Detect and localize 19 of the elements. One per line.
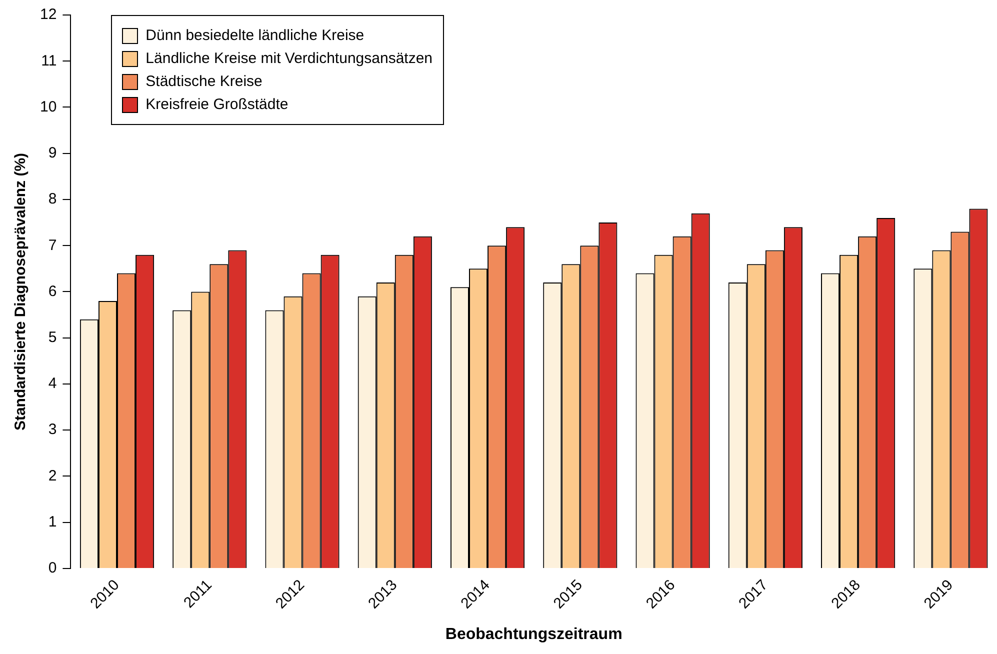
y-tick-label: 6 [48, 282, 57, 300]
y-tick-label: 5 [48, 329, 57, 346]
y-tick-label: 8 [48, 190, 57, 208]
y-tick-label: 11 [41, 52, 57, 70]
y-tick-label: 4 [48, 375, 57, 392]
y-tick-label: 7 [48, 236, 57, 254]
legend-label: Ländliche Kreise mit Verdichtungsansätzen [146, 49, 433, 69]
y-axis-title: Standardisierte Diagnoseprävalenz (%) [12, 152, 30, 431]
y-tick-label: 0 [48, 560, 57, 577]
legend-label: Städtische Kreise [146, 72, 262, 92]
y-tick-label: 12 [40, 6, 57, 24]
y-tick-label: 3 [48, 421, 57, 438]
y-tick-label: 9 [48, 144, 57, 162]
x-axis-title: Beobachtungszeitraum [445, 626, 622, 643]
legend-label: Kreisfreie Großstädte [146, 95, 288, 115]
y-tick-label: 2 [48, 467, 57, 484]
y-tick-label: 10 [40, 98, 57, 116]
y-tick-label: 1 [48, 513, 57, 530]
legend-label: Dünn besiedelte ländliche Kreise [146, 26, 364, 46]
